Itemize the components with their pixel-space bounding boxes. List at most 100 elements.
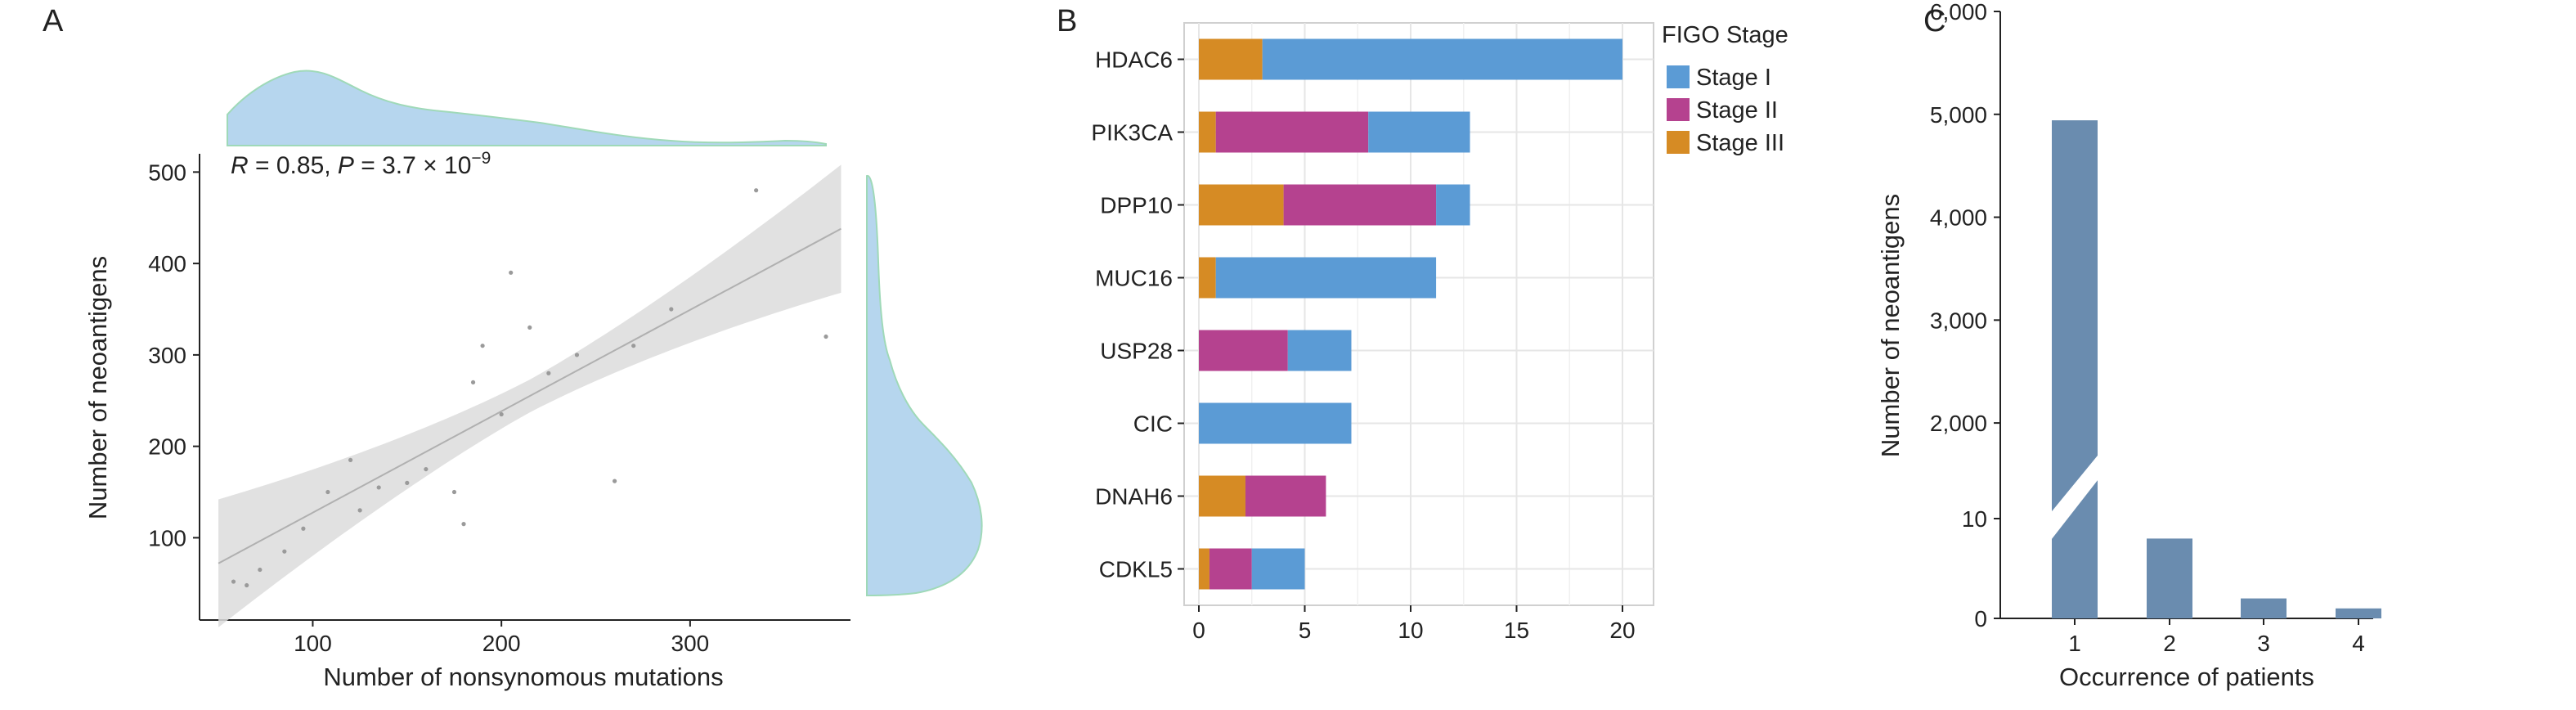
- x-tick-label: 200: [482, 631, 521, 656]
- x-tick-label: 300: [671, 631, 710, 656]
- scatter-point-21: [612, 479, 617, 483]
- x-tick-label: 1: [2068, 631, 2081, 656]
- legend-swatch-stage-iii: [1667, 131, 1690, 154]
- scatter-point-1: [231, 579, 236, 584]
- panel-a: A 100 200 300 400 500 100 200 300 R = 0.85, P …: [43, 4, 983, 691]
- x-ticks: 100 200 300: [294, 620, 709, 656]
- category-labels: HDAC6 PIK3CA DPP10 MUC16 USP28 CIC DNAH6 CDKL5: [1091, 47, 1184, 582]
- category-label-usp28: USP28: [1100, 339, 1173, 364]
- y-ticks: 100 200 300 400 500: [148, 160, 200, 550]
- category-label-dnah6: DNAH6: [1095, 484, 1173, 510]
- x-ticks: 1 2 3 4: [2068, 618, 2365, 656]
- p-exponent: −9: [471, 149, 491, 168]
- scatter-point-16: [499, 411, 504, 417]
- y-tick-label: 6,000: [1930, 0, 1987, 25]
- x-tick-label: 3: [2257, 631, 2270, 656]
- scatter-point-12: [451, 489, 457, 495]
- bar-pik3ca-stage-i: [1368, 111, 1470, 153]
- x-ticks: 0 5 10 15 20: [1192, 605, 1636, 643]
- scatter-point-2: [245, 582, 249, 588]
- bar-dpp10-stage-ii: [1283, 184, 1437, 226]
- scatter-point-25: [824, 334, 828, 339]
- panel-b: B HDAC6 PIK3CA DPP10 MUC16 USP28 CIC DNAH6 CDKL…: [1057, 4, 1788, 643]
- legend-label-stage-iii: Stage III: [1696, 130, 1784, 156]
- panel-b-label: B: [1057, 4, 1077, 38]
- legend-label-stage-ii: Stage II: [1696, 97, 1778, 124]
- y-tick-label: 0: [1974, 606, 1987, 631]
- top-density-plot: [227, 70, 827, 146]
- x-tick-label: 2: [2163, 631, 2176, 656]
- y-axis-title: Number of neoantigens: [83, 256, 112, 519]
- x-axis-title: Number of nonsynomous mutations: [323, 663, 723, 691]
- r-value: = 0.85,: [249, 152, 338, 179]
- scatter-point-8: [357, 508, 362, 513]
- bar-cdkl5-stage-ii: [1209, 548, 1252, 590]
- category-label-cdkl5: CDKL5: [1099, 557, 1173, 582]
- y-ticks: 0 10 2,000 3,000 4,000 5,000 6,000: [1930, 0, 2000, 631]
- y-tick-label: 100: [148, 525, 186, 550]
- scatter-point-23: [669, 307, 674, 312]
- scatter-point-15: [480, 344, 485, 348]
- scatter-point-5: [301, 526, 306, 531]
- bar-hdac6-stage-iii: [1199, 38, 1263, 80]
- y-tick-label: 2,000: [1930, 411, 1987, 436]
- scatter-point-19: [546, 371, 551, 375]
- category-label-muc16: MUC16: [1095, 266, 1173, 291]
- bar-muc16-stage-i: [1215, 257, 1437, 299]
- y-axis-title: Number of neoantigens: [1876, 194, 1905, 457]
- bar-usp28-stage-ii: [1199, 330, 1288, 371]
- stacked-bars: [1199, 38, 1622, 590]
- scatter-points: [231, 188, 828, 588]
- legend-title: FIGO Stage: [1662, 22, 1788, 48]
- p-label: P: [338, 152, 354, 179]
- bar-muc16-stage-iii: [1199, 257, 1216, 299]
- r-label: R: [231, 152, 249, 179]
- bar-dpp10-stage-i: [1436, 184, 1470, 226]
- y-tick-label: 300: [148, 343, 186, 368]
- category-label-hdac6: HDAC6: [1095, 47, 1173, 73]
- category-label-cic: CIC: [1133, 411, 1173, 437]
- y-tick-label: 4,000: [1930, 205, 1987, 231]
- x-tick-label: 100: [294, 631, 332, 656]
- x-axis-title: Occurrence of patients: [2059, 663, 2314, 691]
- legend-swatch-stage-i: [1667, 65, 1690, 88]
- fit-line: [218, 227, 841, 564]
- bar-hdac6-stage-i: [1262, 38, 1622, 80]
- x-tick-label: 0: [1192, 618, 1205, 643]
- bar-occurrence-4: [2336, 608, 2381, 618]
- regression-line: [218, 227, 841, 564]
- right-density-plot: [866, 175, 983, 597]
- panel-a-label: A: [43, 4, 64, 38]
- y-tick-label: 3,000: [1930, 308, 1987, 333]
- category-label-dpp10: DPP10: [1100, 193, 1173, 218]
- legend: FIGO Stage Stage I Stage II Stage III: [1662, 22, 1788, 156]
- scatter-point-17: [509, 270, 514, 275]
- plot-frame: [1183, 22, 1654, 606]
- y-tick-label: 400: [148, 251, 186, 276]
- bar-occurrence-3: [2241, 598, 2287, 618]
- bar-cdkl5-stage-i: [1251, 548, 1305, 590]
- scatter-point-7: [348, 457, 353, 463]
- scatter-point-13: [461, 522, 466, 527]
- scatter-point-6: [325, 489, 330, 495]
- bar-dnah6-stage-iii: [1199, 475, 1245, 517]
- bar-cic-stage-i: [1199, 402, 1352, 444]
- x-tick-label: 4: [2352, 631, 2365, 656]
- scatter-point-9: [376, 485, 381, 490]
- correlation-annotation: R = 0.85, P = 3.7 × 10−9: [231, 149, 491, 179]
- bar-usp28-stage-i: [1287, 330, 1352, 371]
- bar-dpp10-stage-iii: [1199, 184, 1284, 226]
- y-tick-label: 5,000: [1930, 102, 1987, 128]
- y-tick-label: 200: [148, 434, 186, 460]
- scatter-point-24: [754, 188, 759, 193]
- bar-cdkl5-stage-iii: [1199, 548, 1209, 590]
- bars: [2049, 120, 2381, 619]
- x-tick-label: 15: [1504, 618, 1529, 643]
- category-label-pik3ca: PIK3CA: [1091, 120, 1173, 146]
- bar-pik3ca-stage-iii: [1199, 111, 1216, 153]
- scatter-point-14: [470, 380, 476, 385]
- p-value: = 3.7 × 10: [354, 152, 471, 179]
- legend-label-stage-i: Stage I: [1696, 65, 1771, 91]
- bar-pik3ca-stage-ii: [1215, 111, 1369, 153]
